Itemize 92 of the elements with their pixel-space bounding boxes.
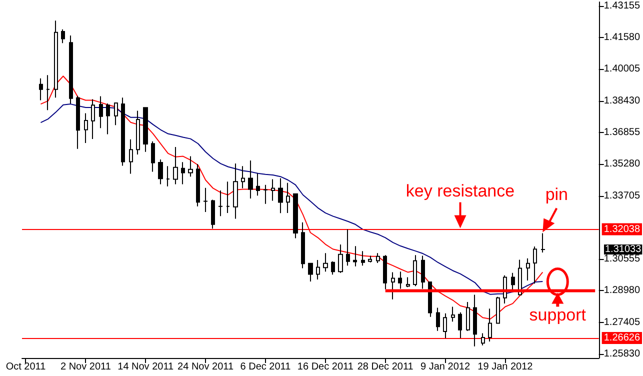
x-tick-label: 16 Dec 2011 xyxy=(297,362,354,372)
candlestick xyxy=(331,260,335,276)
candlestick xyxy=(218,190,223,217)
candlestick xyxy=(271,178,275,202)
annotation: support xyxy=(529,306,586,325)
candlestick xyxy=(106,102,110,135)
ref-line-label: 1.26626 xyxy=(604,332,640,344)
candlestick xyxy=(46,74,50,111)
candlestick xyxy=(54,20,58,98)
y-tick-label: 1.43155 xyxy=(604,0,640,12)
x-tick-label: 19 Jan 2012 xyxy=(478,362,534,372)
x-tick-label: 24 Nov 2011 xyxy=(178,362,234,372)
candlestick xyxy=(211,199,215,230)
annotation: pin xyxy=(545,185,568,204)
y-tick-label: 1.36855 xyxy=(604,126,640,138)
y-tick-label: 1.30555 xyxy=(604,254,640,265)
candlestick xyxy=(203,187,208,212)
candlestick xyxy=(129,138,133,174)
candlestick xyxy=(233,163,238,220)
candlestick xyxy=(541,232,545,254)
candlestick xyxy=(143,107,148,152)
candlestick xyxy=(346,228,350,266)
candlestick xyxy=(136,110,140,155)
candlestick xyxy=(526,258,530,281)
candlestick xyxy=(323,252,328,272)
candlestick xyxy=(308,262,313,282)
candlestick xyxy=(413,254,417,287)
candlestick xyxy=(99,96,103,129)
y-tick-label: 1.41580 xyxy=(604,32,640,44)
x-tick-label: 9 Jan 2012 xyxy=(420,362,470,372)
candlestick xyxy=(181,162,185,185)
candlestick xyxy=(421,255,425,290)
candlestick xyxy=(248,160,253,199)
annotation: key resistance xyxy=(406,181,515,200)
candlestick xyxy=(406,276,410,288)
candlestick xyxy=(69,35,73,104)
candlestick xyxy=(391,272,395,300)
x-tick-label: 14 Nov 2011 xyxy=(118,362,174,372)
y-tick-label: 1.27405 xyxy=(604,316,640,328)
candlestick xyxy=(338,244,343,274)
candlestick xyxy=(188,156,193,178)
candlestick xyxy=(428,280,432,318)
candlestick xyxy=(458,312,462,339)
candlestick xyxy=(226,181,230,214)
candlestick xyxy=(39,78,43,101)
candlestick xyxy=(76,95,80,150)
candlestick xyxy=(368,255,372,263)
y-tick-label: 1.28980 xyxy=(604,285,640,296)
candlestick xyxy=(466,301,470,332)
candlestick xyxy=(61,28,65,44)
candlestick xyxy=(488,308,492,342)
candlestick xyxy=(353,246,357,267)
candlestick xyxy=(263,184,268,204)
candlestick xyxy=(443,312,447,339)
candlestick xyxy=(361,250,365,266)
candlestick xyxy=(256,172,260,196)
x-tick-label: 28 Dec 2011 xyxy=(357,362,414,372)
x-tick-label: 2 Nov 2011 xyxy=(60,362,112,372)
candlestick xyxy=(383,254,387,290)
candlestick xyxy=(451,306,455,322)
line-series xyxy=(40,104,544,295)
x-tick-label: Oct 2011 xyxy=(6,362,46,372)
candlestick xyxy=(286,182,290,214)
y-tick-label: 1.25830 xyxy=(604,348,640,360)
y-tick-label: 1.33705 xyxy=(604,190,640,202)
candlestick xyxy=(496,296,500,324)
candlestick xyxy=(91,98,95,140)
candlestick xyxy=(196,164,200,207)
candlestick xyxy=(166,166,170,187)
candlestick xyxy=(84,112,88,144)
candlestick xyxy=(151,140,155,172)
candlestick xyxy=(473,294,477,347)
candlestick xyxy=(114,102,118,126)
candlestick xyxy=(436,307,440,332)
candlestick xyxy=(301,222,305,269)
text: 1.31033 xyxy=(605,244,642,255)
candlestick xyxy=(173,146,178,185)
ref-line-label: 1.32038 xyxy=(604,224,640,235)
candlestick xyxy=(278,178,283,214)
y-tick-label: 1.35280 xyxy=(604,158,640,170)
candlestick xyxy=(533,246,537,284)
candlestick xyxy=(481,332,485,346)
candlestick xyxy=(398,271,402,290)
candlestick xyxy=(376,252,380,264)
candlestick xyxy=(158,159,163,185)
candlestick xyxy=(293,193,298,239)
x-tick-label: 6 Dec 2011 xyxy=(240,362,292,372)
candlestick xyxy=(241,166,245,189)
candlestick xyxy=(121,97,125,166)
y-tick-label: 1.40005 xyxy=(604,64,640,75)
y-tick-label: 1.38430 xyxy=(604,95,640,106)
candlestick xyxy=(316,259,320,280)
